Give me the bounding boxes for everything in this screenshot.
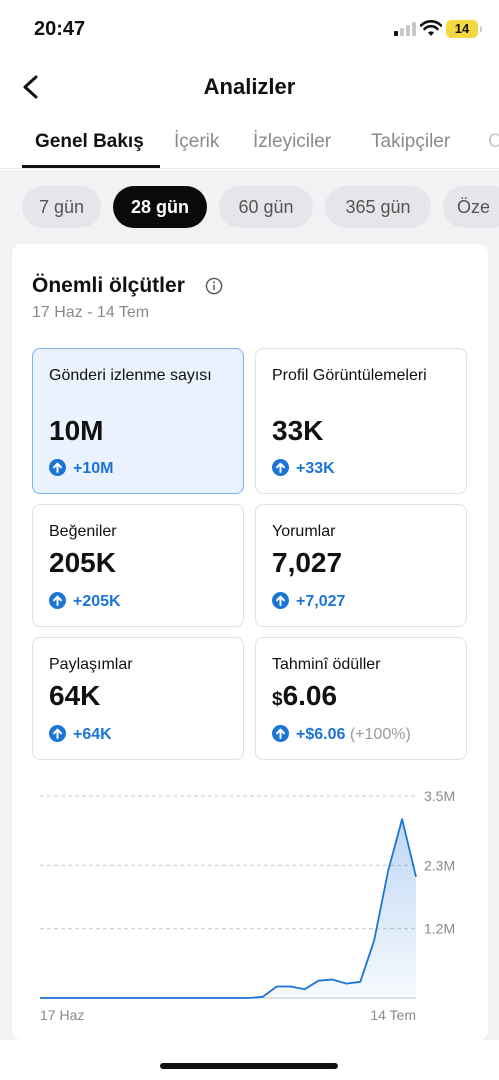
bottom-safe-area [0,1040,499,1080]
status-bar: 20:47 14 [0,0,499,60]
metric-value: $6.06 [272,680,337,712]
y-tick-label: 3.5M [424,788,455,804]
metric-comments[interactable]: Yorumlar 7,027 +7,027 [255,504,467,627]
cellular-signal-icon [394,22,416,36]
metric-value: 7,027 [272,547,343,578]
metric-shares[interactable]: Paylaşımlar 64K +64K [32,637,244,760]
date-range-selector: 7 gün 28 gün 60 gün 365 gün Öze [0,186,499,228]
tab-viewers[interactable]: İzleyiciler [253,131,332,152]
section-title: Önemli ölçütler [32,274,185,297]
metric-label: Gönderi izlenme sayısı [49,367,212,384]
currency-symbol: $ [272,689,283,710]
metric-delta: +33K [272,459,335,478]
chart-area-fill [40,819,416,998]
metric-delta-percent: (+100%) [349,726,411,743]
chart-series-line [40,818,417,999]
back-arrow-icon[interactable] [20,74,44,100]
info-icon[interactable] [205,277,223,295]
range-custom[interactable]: Öze [443,186,499,228]
arrow-up-icon [49,592,66,609]
metric-delta: +205K [49,592,121,611]
range-7-days[interactable]: 7 gün [22,186,101,228]
metric-delta: +10M [49,459,113,478]
tab-content[interactable]: İçerik [174,131,220,152]
metric-delta-value: +$6.06 [296,726,346,743]
battery-indicator: 14 [446,20,482,38]
tab-overview[interactable]: Genel Bakış [35,131,144,152]
metric-delta-value: +7,027 [296,593,346,610]
range-28-days[interactable]: 28 gün [113,186,207,228]
metric-delta-value: +205K [73,593,121,610]
metric-delta-value: +64K [73,726,112,743]
metric-label: Paylaşımlar [49,656,133,673]
metric-value: 205K [49,547,116,578]
views-trend-chart: 3.5M 2.3M 1.2M 17 Haz 14 Tem [40,788,455,1023]
tab-overflow[interactable]: C [488,131,499,152]
metric-delta: +64K [49,725,112,744]
metric-estimated-rewards[interactable]: Tahminî ödüller $6.06 +$6.06 (+100%) [255,637,467,760]
page-title: Analizler [203,74,296,99]
tab-followers[interactable]: Takipçiler [371,131,451,152]
range-365-days[interactable]: 365 gün [325,186,431,228]
metric-label: Yorumlar [272,523,336,540]
y-tick-label: 2.3M [424,857,455,873]
metric-likes[interactable]: Beğeniler 205K +205K [32,504,244,627]
metric-profile-views[interactable]: Profil Görüntülemeleri 33K +33K [255,348,467,494]
metric-delta-value: +33K [296,460,335,477]
tabs-divider [0,168,499,169]
tab-bar: Genel Bakış İçerik İzleyiciler Takipçile… [0,125,499,169]
metric-delta: +7,027 [272,592,345,611]
x-tick-label: 17 Haz [40,1007,84,1023]
arrow-up-icon [49,459,66,476]
metric-value: 10M [49,415,104,446]
home-indicator [160,1063,338,1069]
metric-delta: +$6.06 (+100%) [272,725,411,744]
arrow-up-icon [272,592,289,609]
metric-label: Tahminî ödüller [272,656,381,673]
metric-value: 64K [49,680,101,711]
arrow-up-icon [272,459,289,476]
top-bar-area: 20:47 14 Analizler Genel Bakış İçerik İz… [0,0,499,170]
active-tab-indicator [22,165,160,168]
metric-delta-value: +10M [73,460,114,477]
arrow-up-icon [272,725,289,742]
date-range-text: 17 Haz - 14 Tem [32,304,150,321]
status-time: 20:47 [34,18,86,40]
metric-label: Beğeniler [49,523,117,540]
range-60-days[interactable]: 60 gün [219,186,313,228]
arrow-up-icon [49,725,66,742]
metric-value-number: 6.06 [282,680,338,711]
metric-value: 33K [272,415,324,446]
x-tick-label: 14 Tem [370,1007,416,1023]
metric-label: Profil Görüntülemeleri [272,367,427,384]
metric-post-views[interactable]: Gönderi izlenme sayısı 10M +10M [32,348,244,494]
y-tick-label: 1.2M [424,921,455,937]
wifi-icon [420,20,442,36]
